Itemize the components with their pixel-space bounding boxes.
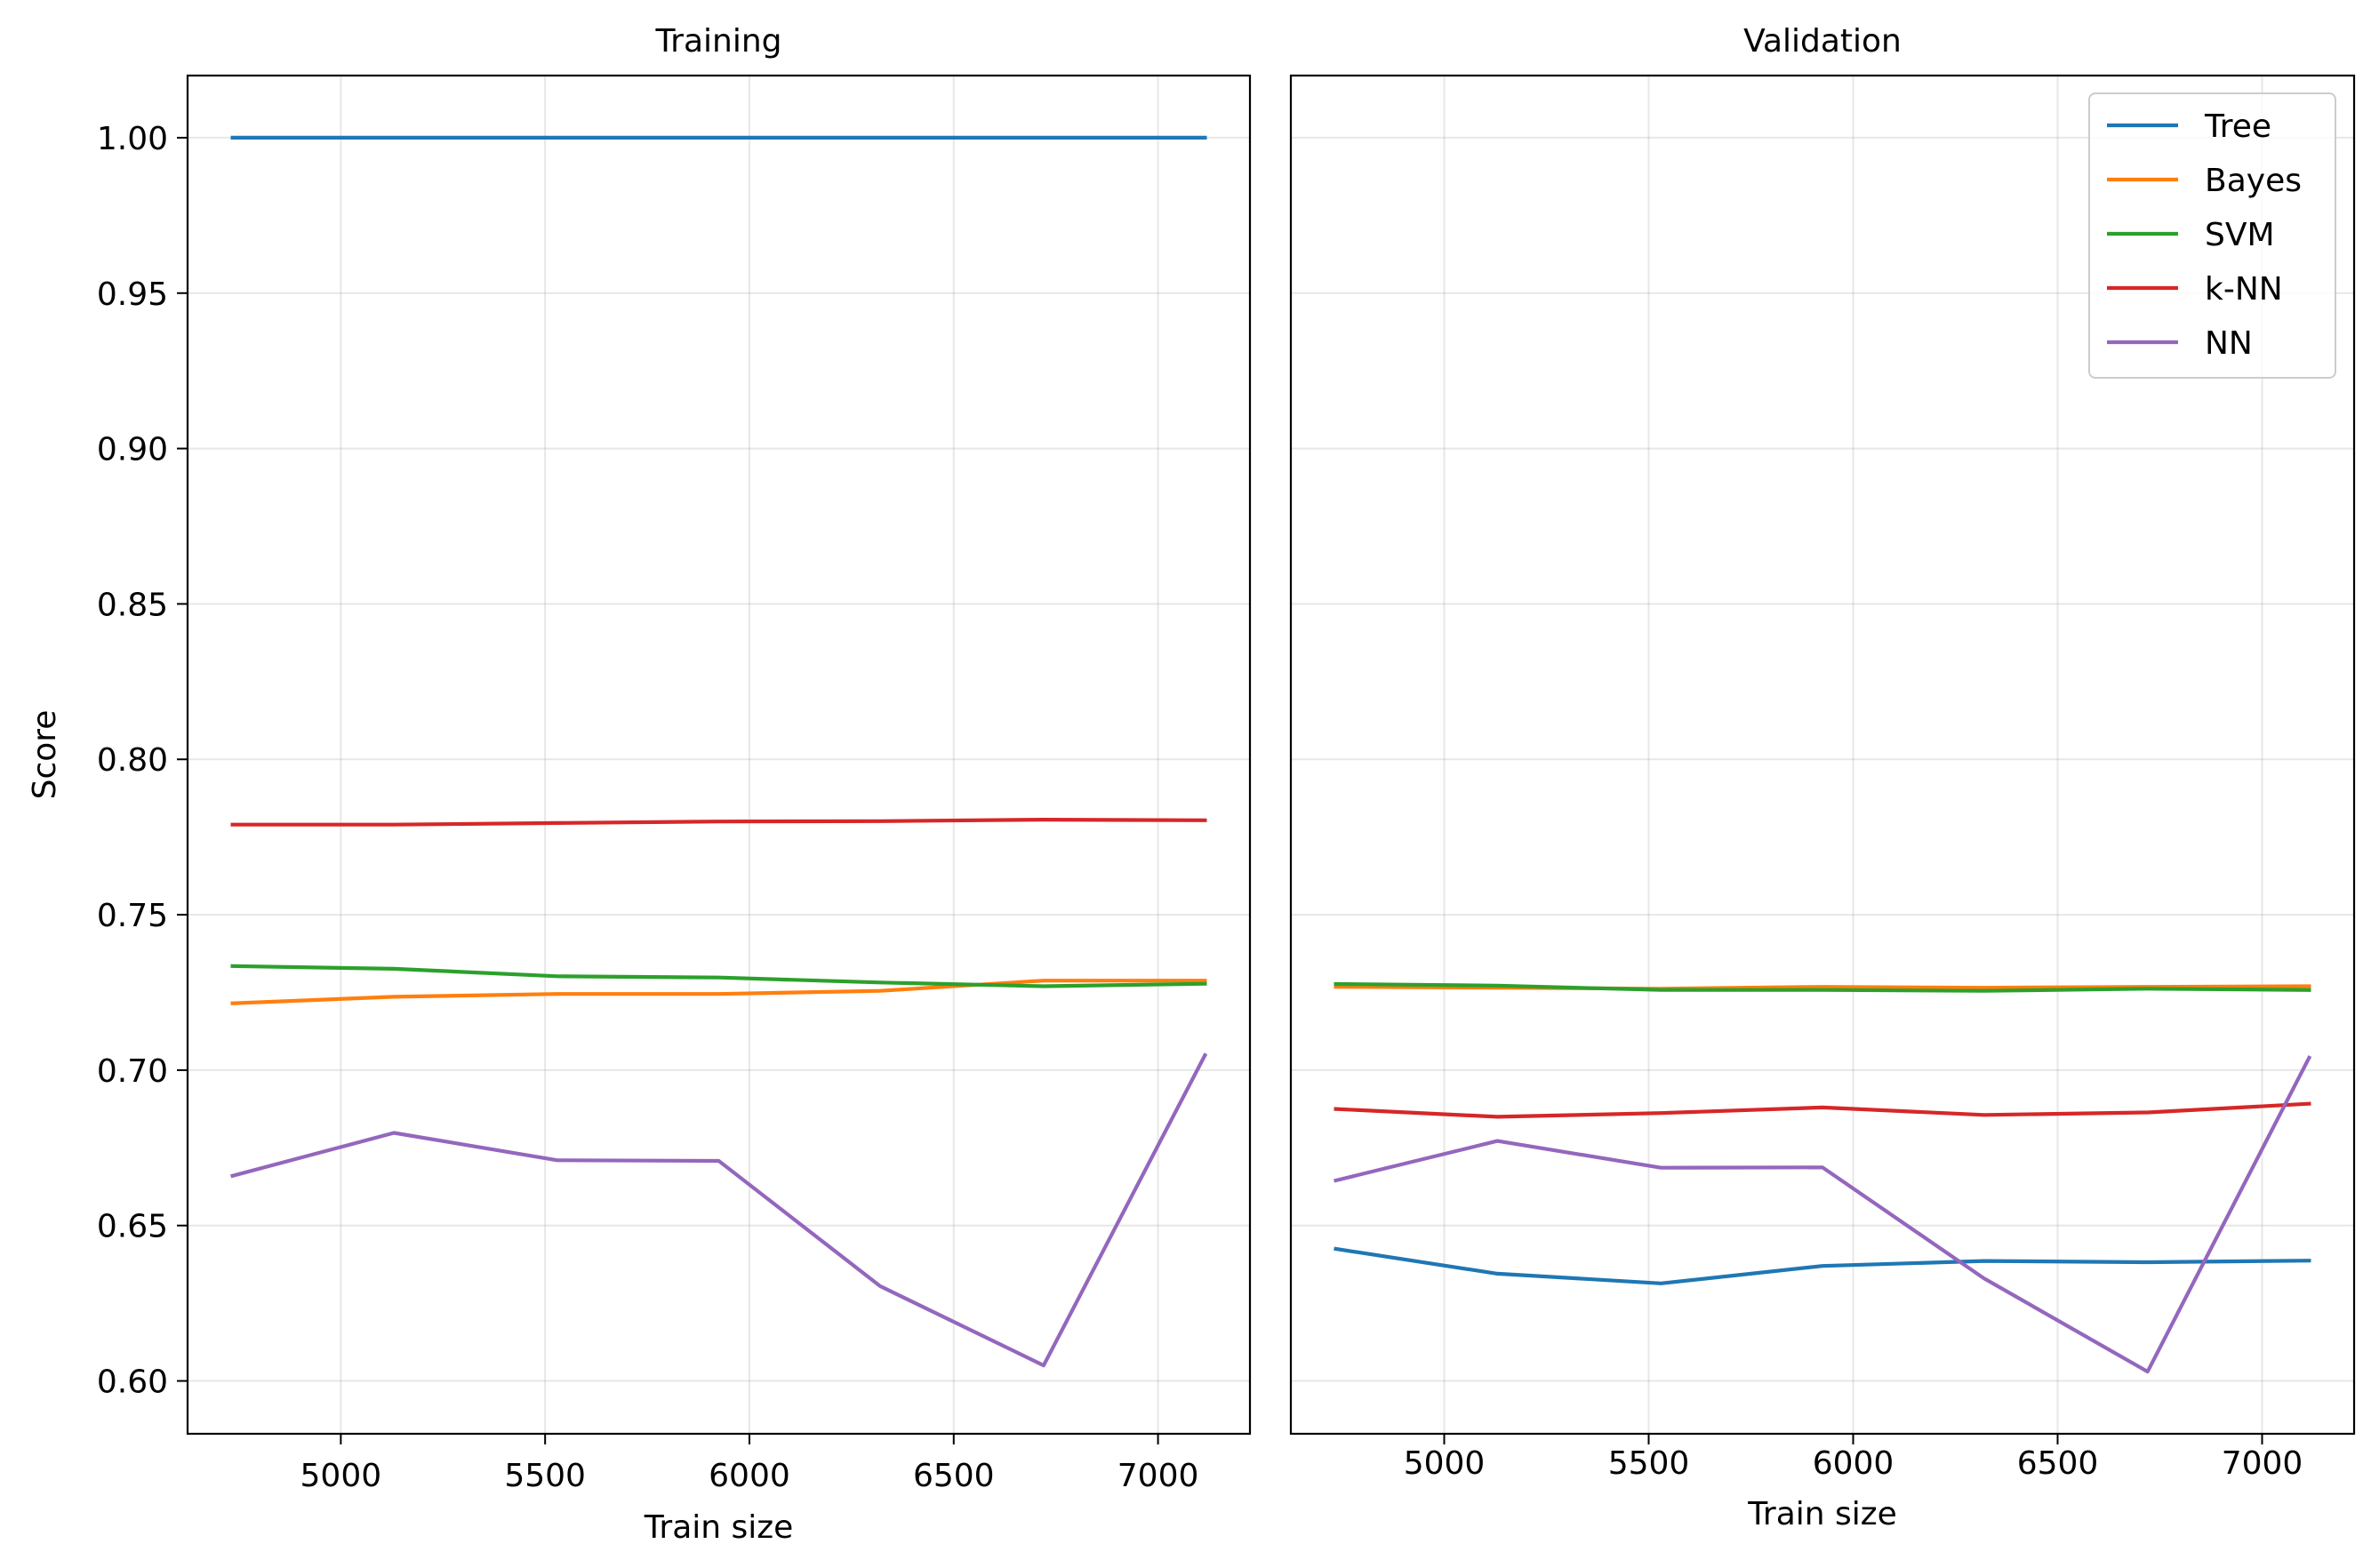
x-tick-label: 5000 (1404, 1445, 1486, 1482)
x-tick-label: 5500 (1608, 1445, 1690, 1482)
y-tick-label: 0.70 (97, 1053, 168, 1090)
legend-label-tree: Tree (2204, 108, 2271, 145)
training-panel: 5000 5500 6000 6500 7000 0.60 0.65 0.70 0.75 0.80… (27, 23, 1252, 1546)
x-axis-label: Train size (644, 1509, 794, 1546)
x-tick-label: 6000 (1813, 1445, 1894, 1482)
legend: Tree Bayes SVM k-NN NN (2088, 92, 2336, 379)
legend-label-nn: NN (2205, 325, 2253, 362)
x-tick-label: 6500 (913, 1458, 995, 1494)
y-tick-label: 0.75 (97, 898, 168, 934)
x-axis-label: Train size (1747, 1496, 1897, 1532)
y-tick-label: 0.90 (97, 432, 168, 468)
series-line-tree (1334, 1246, 2311, 1285)
grid (188, 76, 1250, 1434)
legend-box (2088, 92, 2336, 379)
panel-title: Validation (1743, 23, 1902, 60)
x-tick-label: 7000 (1117, 1458, 1199, 1494)
y-tick-label: 0.95 (97, 276, 168, 313)
grid (1291, 76, 2354, 1434)
y-axis-label: Score (27, 710, 63, 800)
series-line-k-nn (230, 817, 1207, 827)
y-tick-label: 1.00 (97, 121, 168, 157)
series-line-nn (230, 1052, 1208, 1368)
series-line-bayes (230, 979, 1207, 1005)
legend-label-svm: SVM (2205, 217, 2275, 253)
series-line-k-nn (1334, 1101, 2311, 1119)
series-line-nn (1334, 1055, 2312, 1374)
axes-frame (186, 74, 1252, 1436)
y-tick-label: 0.85 (97, 587, 168, 623)
x-tick-label: 6000 (709, 1458, 790, 1494)
series-line-svm (230, 964, 1207, 988)
legend-label-k-nn: k-NN (2205, 271, 2283, 308)
legend-label-bayes: Bayes (2205, 163, 2302, 199)
x-tick-label: 7000 (2222, 1445, 2303, 1482)
y-tick-label: 0.80 (97, 742, 168, 779)
validation-panel: 5000 5500 6000 6500 7000 Train size Validation… (1289, 23, 2356, 1532)
y-tick-label: 0.65 (97, 1209, 168, 1245)
axes-frame (1289, 74, 2356, 1436)
panel-title: Training (654, 23, 781, 60)
series-group (1334, 981, 2312, 1374)
x-tick-label: 6500 (2017, 1445, 2099, 1482)
series-line-svm (1334, 981, 2311, 993)
x-tick-label: 5500 (504, 1458, 586, 1494)
y-tick-label: 0.60 (97, 1364, 168, 1401)
series-group (230, 135, 1208, 1368)
x-tick-label: 5000 (300, 1458, 382, 1494)
series-line-bayes (1334, 984, 2311, 991)
